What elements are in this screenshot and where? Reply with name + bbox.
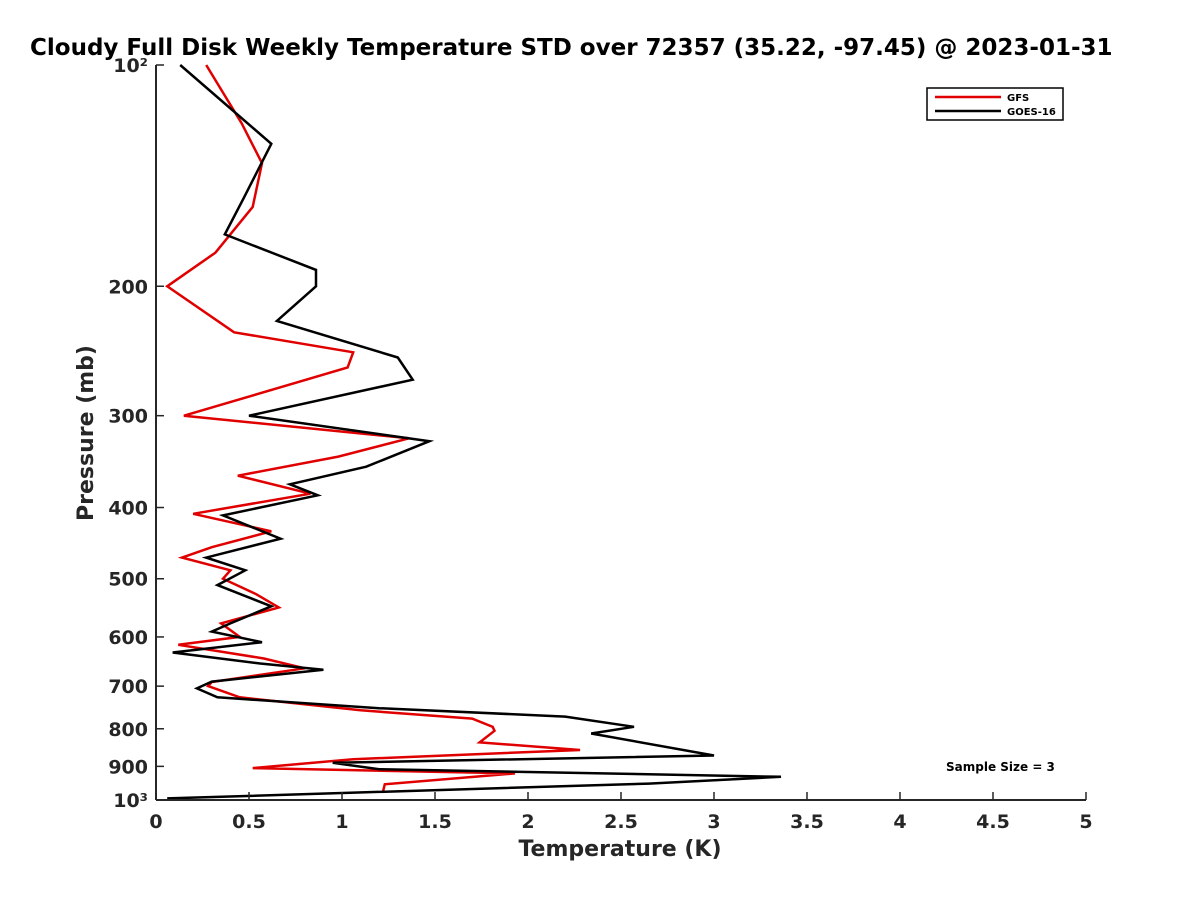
y-tick-label: 200 (108, 276, 148, 298)
x-tick-label: 4.5 (976, 811, 1010, 833)
y-ticks: 10² 200 300 400 500 600 700 800 900 10³ (108, 55, 164, 812)
x-tick-label: 3.5 (790, 811, 824, 833)
x-axis-label: Temperature (K) (518, 837, 721, 862)
x-tick-label: 0.5 (232, 811, 266, 833)
y-tick-label: 900 (108, 756, 148, 778)
legend-label-goes16: GOES-16 (1007, 107, 1056, 118)
x-tick-label: 3 (707, 811, 720, 833)
sample-size-annotation: Sample Size = 3 (946, 760, 1055, 774)
series-line-goes16 (167, 64, 782, 800)
legend-label-gfs: GFS (1007, 93, 1029, 104)
chart-title: Cloudy Full Disk Weekly Temperature STD … (30, 35, 1113, 61)
y-tick-label: 700 (108, 676, 148, 698)
y-tick-label: 10² (113, 55, 148, 77)
x-tick-label: 0 (149, 811, 162, 833)
x-ticks: 0 0.5 1 1.5 2 2.5 3 3.5 4 4.5 5 (149, 792, 1093, 833)
x-tick-label: 5 (1079, 811, 1092, 833)
legend: GFS GOES-16 (926, 87, 1064, 121)
x-tick-label: 2.5 (604, 811, 638, 833)
plot-area (165, 64, 782, 800)
legend-box (926, 87, 1064, 121)
y-axis-label: Pressure (mb) (74, 345, 99, 521)
y-tick-label: 10³ (113, 790, 148, 812)
series-line-gfs (165, 64, 581, 793)
y-tick-label: 400 (108, 498, 148, 520)
y-tick-label: 600 (108, 627, 148, 649)
x-tick-label: 1 (335, 811, 348, 833)
y-tick-label: 300 (108, 406, 148, 428)
y-tick-label: 800 (108, 719, 148, 741)
y-tick-label: 500 (108, 569, 148, 591)
x-tick-label: 1.5 (418, 811, 452, 833)
x-tick-label: 4 (893, 811, 906, 833)
x-tick-label: 2 (521, 811, 534, 833)
